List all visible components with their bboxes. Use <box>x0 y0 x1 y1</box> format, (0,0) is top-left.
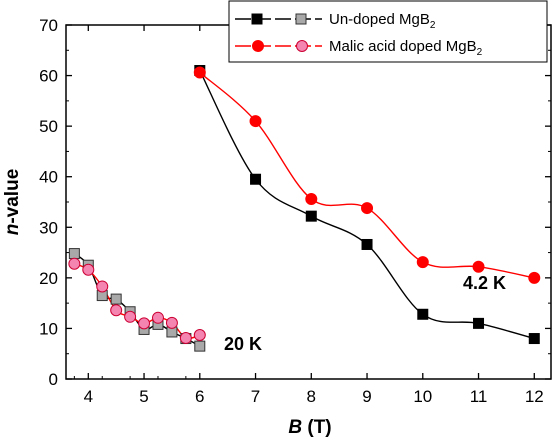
legend-label-malic: Malic acid doped MgB2 <box>329 38 483 58</box>
legend-box <box>228 0 548 63</box>
data-point-un-doped-mgb2-20K <box>68 248 80 260</box>
data-point-malic-acid-doped-mgb2-20K <box>179 332 192 345</box>
legend-undoped-gray-marker <box>295 13 307 25</box>
legend-malic-pink-marker <box>296 40 308 52</box>
data-point-malic-acid-doped-mgb2-42K <box>193 66 206 79</box>
series-line-un-doped-mgb2-20K <box>73 253 201 347</box>
data-point-un-doped-mgb2-42K <box>305 210 317 222</box>
data-point-un-doped-mgb2-20K <box>194 340 206 352</box>
data-point-un-doped-mgb2-42K <box>473 317 485 329</box>
y-tick-label: 20 <box>39 269 58 288</box>
data-point-malic-acid-doped-mgb2-20K <box>96 280 109 293</box>
data-point-malic-acid-doped-mgb2-20K <box>193 329 206 342</box>
data-point-un-doped-mgb2-42K <box>361 238 373 250</box>
data-point-malic-acid-doped-mgb2-42K <box>472 260 485 273</box>
data-point-un-doped-mgb2-20K <box>110 293 122 305</box>
annotation-4-2k: 4.2 K <box>463 273 506 293</box>
x-tick-label: 12 <box>525 387 544 406</box>
y-tick-label: 10 <box>39 319 58 338</box>
axis-ticks: 4 5 6 7 8 9 10 11 12 0 10 20 30 40 50 60 70 <box>39 16 551 406</box>
x-tick-label: 4 <box>84 387 93 406</box>
x-axis-title-unit: (T) <box>302 417 332 438</box>
data-point-malic-acid-doped-mgb2-20K <box>124 310 137 323</box>
data-point-malic-acid-doped-mgb2-20K <box>82 263 95 276</box>
data-point-malic-acid-doped-mgb2-20K <box>68 257 81 270</box>
legend-entry-malic: Malic acid doped MgB2 <box>235 38 483 58</box>
annotation-20k: 20 K <box>224 334 262 354</box>
x-axis-title-main: B <box>288 417 302 438</box>
y-axis-title-unit: -value <box>2 169 23 224</box>
y-tick-label: 30 <box>39 218 58 237</box>
data-point-un-doped-mgb2-42K <box>417 308 429 320</box>
y-tick-label: 0 <box>49 370 58 389</box>
y-tick-label: 50 <box>39 117 58 136</box>
data-point-malic-acid-doped-mgb2-42K <box>305 192 318 205</box>
data-point-malic-acid-doped-mgb2-20K <box>165 316 178 329</box>
x-axis-title: B (T) <box>288 417 331 438</box>
y-tick-label: 70 <box>39 16 58 35</box>
data-point-malic-acid-doped-mgb2-42K <box>528 271 541 284</box>
series-line-malic-acid-doped-mgb2-20K <box>74 263 201 340</box>
x-tick-label: 9 <box>362 387 371 406</box>
x-tick-label: 11 <box>470 387 488 406</box>
legend-undoped-filled-marker <box>251 13 263 25</box>
x-tick-label: 6 <box>195 387 204 406</box>
data-point-malic-acid-doped-mgb2-42K <box>416 256 429 269</box>
legend-entry-undoped: Un-doped MgB2 <box>235 11 436 31</box>
series-lines <box>73 70 535 347</box>
legend: Un-doped MgB2 Malic acid doped MgB2 <box>228 0 548 63</box>
data-point-malic-acid-doped-mgb2-20K <box>138 317 151 330</box>
x-tick-label: 8 <box>307 387 316 406</box>
data-point-malic-acid-doped-mgb2-42K <box>249 115 262 128</box>
legend-malic-red-marker <box>252 40 264 52</box>
data-point-malic-acid-doped-mgb2-20K <box>110 304 123 317</box>
x-tick-label: 5 <box>139 387 148 406</box>
series-markers <box>68 65 541 352</box>
data-point-un-doped-mgb2-42K <box>528 333 540 345</box>
data-point-malic-acid-doped-mgb2-42K <box>361 202 374 215</box>
x-tick-label: 7 <box>251 387 260 406</box>
data-point-malic-acid-doped-mgb2-20K <box>151 311 164 324</box>
y-tick-label: 40 <box>39 168 58 187</box>
x-tick-label: 10 <box>413 387 432 406</box>
legend-label-undoped: Un-doped MgB2 <box>329 11 436 31</box>
y-axis-title: n-value <box>2 169 23 236</box>
y-tick-label: 60 <box>39 67 58 86</box>
y-axis-title-main: n <box>2 224 23 236</box>
data-point-un-doped-mgb2-42K <box>250 173 262 185</box>
